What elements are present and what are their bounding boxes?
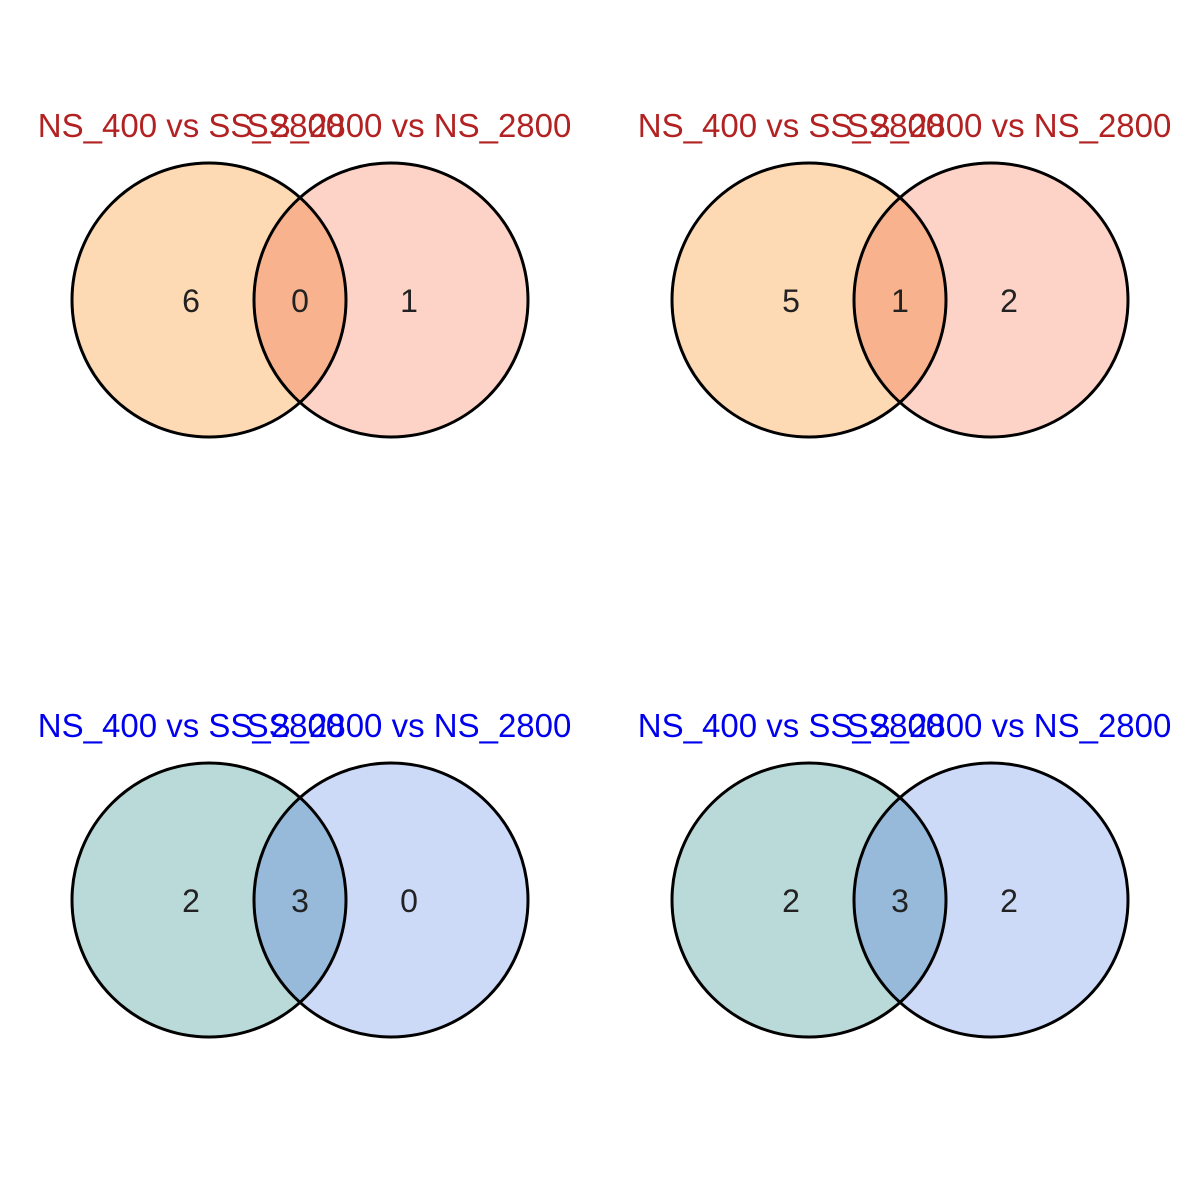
set-b-outline — [852, 761, 1130, 1039]
count-only-b: 2 — [1000, 283, 1018, 319]
overlap-region — [854, 163, 946, 437]
count-only-b: 1 — [400, 283, 418, 319]
overlap-region — [254, 763, 346, 1037]
count-overlap: 0 — [291, 283, 309, 319]
set-b-outline — [252, 161, 530, 439]
set-b-label: SS_2800 vs NS_2800 — [847, 707, 1172, 744]
set-b-label: SS_2800 vs NS_2800 — [247, 107, 572, 144]
set-a-label: NS_400 vs SS_2800 — [38, 707, 344, 744]
set-b-label: SS_2800 vs NS_2800 — [247, 707, 572, 744]
count-only-a: 5 — [782, 283, 800, 319]
venn-panel-2: NS_400 vs SS_2800 SS_2800 vs NS_2800 5 1… — [638, 107, 1172, 439]
set-b-outline — [852, 161, 1130, 439]
set-b-label: SS_2800 vs NS_2800 — [847, 107, 1172, 144]
set-b-outline — [252, 761, 530, 1039]
venn-panel-1: NS_400 vs SS_2800 SS_2800 vs NS_2800 6 0… — [38, 107, 572, 439]
count-only-a: 2 — [182, 883, 200, 919]
set-a-label: NS_400 vs SS_2800 — [638, 707, 944, 744]
set-a-outline — [70, 161, 348, 439]
count-only-a: 6 — [182, 283, 200, 319]
overlap-region — [854, 763, 946, 1037]
count-only-b: 0 — [400, 883, 418, 919]
count-overlap: 3 — [891, 883, 909, 919]
set-a-outline — [70, 761, 348, 1039]
overlap-region — [254, 163, 346, 437]
set-a-label: NS_400 vs SS_2800 — [638, 107, 944, 144]
venn-panel-3: NS_400 vs SS_2800 SS_2800 vs NS_2800 2 3… — [38, 707, 572, 1039]
set-a-outline — [670, 761, 948, 1039]
count-overlap: 3 — [291, 883, 309, 919]
count-only-a: 2 — [782, 883, 800, 919]
venn-panel-4: NS_400 vs SS_2800 SS_2800 vs NS_2800 2 3… — [638, 707, 1172, 1039]
count-only-b: 2 — [1000, 883, 1018, 919]
set-a-outline — [670, 161, 948, 439]
count-overlap: 1 — [891, 283, 909, 319]
set-a-label: NS_400 vs SS_2800 — [38, 107, 344, 144]
